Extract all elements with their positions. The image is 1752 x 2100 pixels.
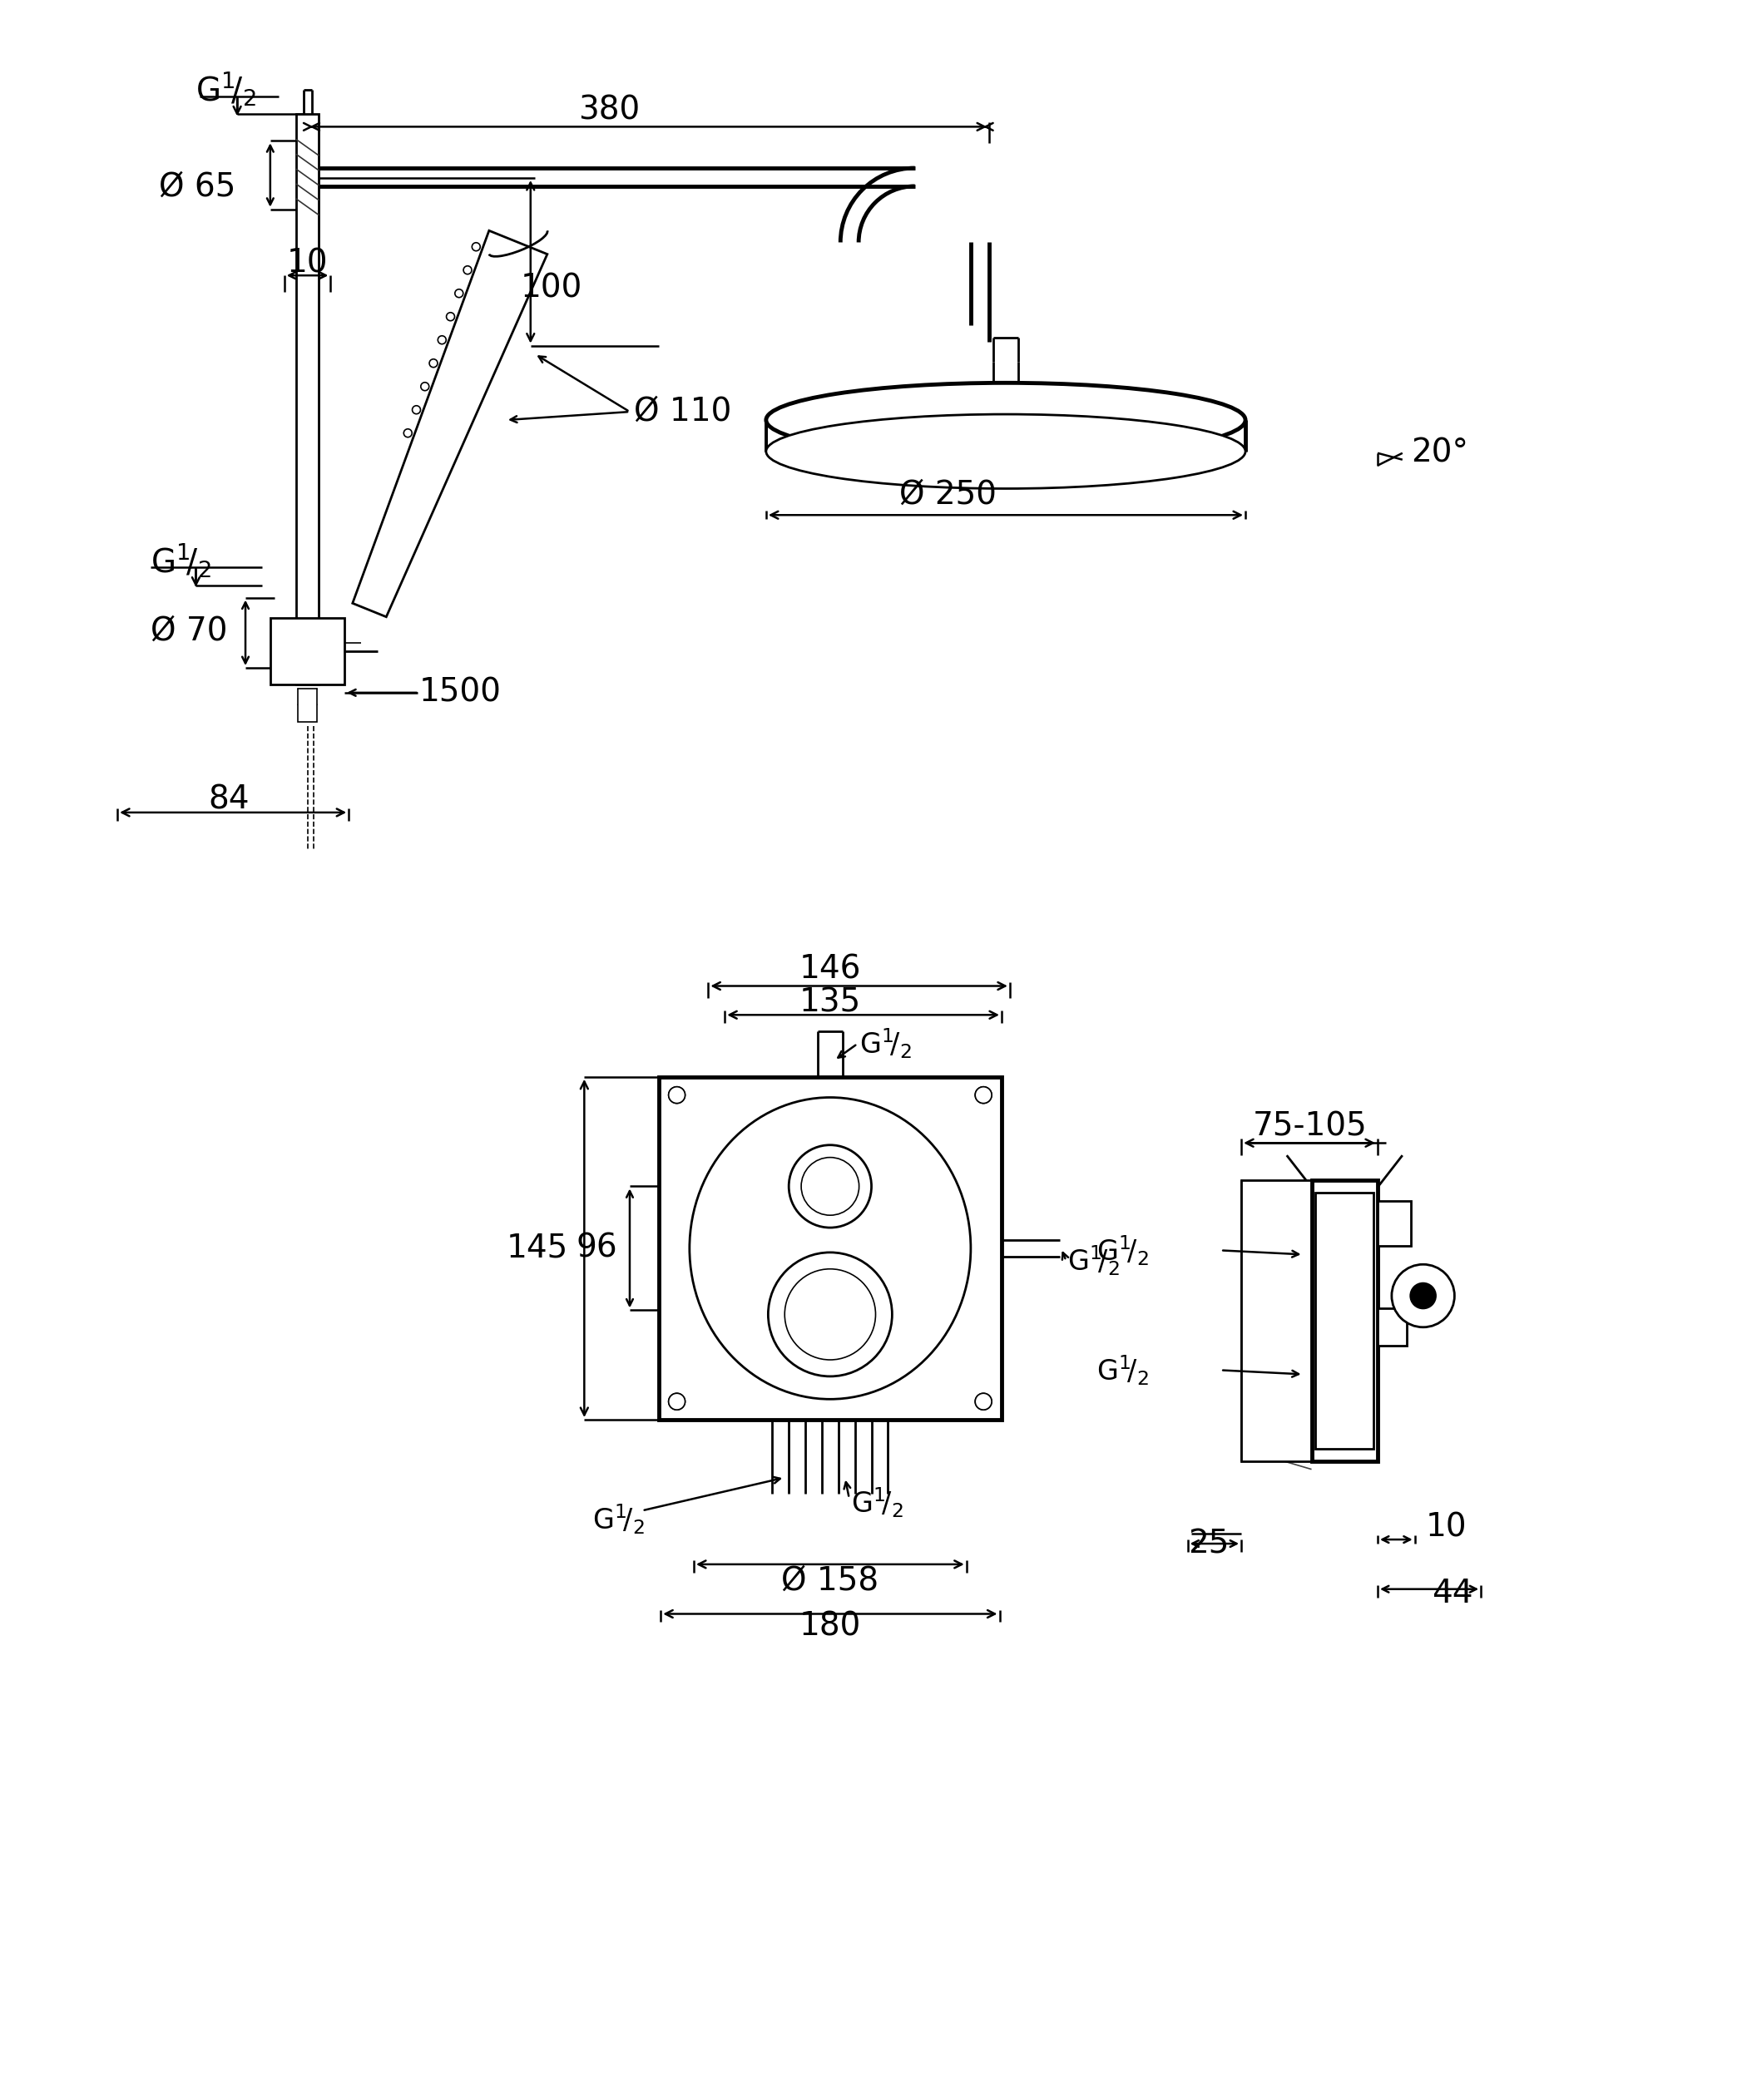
Circle shape bbox=[767, 1252, 892, 1376]
Text: G$^{1}\!/_{2}$: G$^{1}\!/_{2}$ bbox=[196, 71, 256, 109]
Bar bbox=[659, 1077, 1002, 1420]
Circle shape bbox=[976, 1088, 992, 1102]
Circle shape bbox=[669, 1392, 685, 1409]
Text: 25: 25 bbox=[1188, 1529, 1228, 1560]
Text: 180: 180 bbox=[799, 1611, 860, 1642]
Circle shape bbox=[976, 1392, 992, 1409]
Circle shape bbox=[1391, 1264, 1454, 1327]
Text: 75-105: 75-105 bbox=[1253, 1111, 1367, 1142]
Text: Ø 110: Ø 110 bbox=[634, 397, 732, 428]
Text: G$^{1}\!/_{2}$: G$^{1}\!/_{2}$ bbox=[1097, 1233, 1149, 1266]
Circle shape bbox=[788, 1144, 871, 1228]
Circle shape bbox=[456, 290, 463, 298]
Circle shape bbox=[438, 336, 447, 344]
Circle shape bbox=[1410, 1283, 1435, 1308]
Text: G$^{1}\!/_{2}$: G$^{1}\!/_{2}$ bbox=[1097, 1352, 1149, 1386]
Text: 10: 10 bbox=[1426, 1512, 1466, 1544]
Bar bbox=[1312, 1180, 1377, 1462]
Text: 146: 146 bbox=[799, 953, 862, 985]
Text: 20°: 20° bbox=[1410, 437, 1468, 468]
Text: 100: 100 bbox=[520, 273, 582, 304]
Circle shape bbox=[669, 1392, 685, 1409]
Text: G$^{1}\!/_{2}$: G$^{1}\!/_{2}$ bbox=[592, 1502, 645, 1535]
Bar bbox=[296, 113, 319, 685]
Circle shape bbox=[412, 405, 420, 414]
Bar bbox=[1240, 1180, 1312, 1462]
Circle shape bbox=[976, 1088, 992, 1102]
Text: 135: 135 bbox=[799, 987, 860, 1018]
Ellipse shape bbox=[766, 414, 1246, 489]
Circle shape bbox=[464, 267, 471, 275]
Circle shape bbox=[447, 313, 454, 321]
Text: G$^{1}\!/_{2}$: G$^{1}\!/_{2}$ bbox=[1067, 1243, 1120, 1277]
Text: G$^{1}\!/_{2}$: G$^{1}\!/_{2}$ bbox=[858, 1027, 911, 1060]
Text: 145: 145 bbox=[506, 1233, 568, 1264]
Bar bbox=[1377, 1308, 1407, 1346]
Text: Ø 250: Ø 250 bbox=[899, 479, 997, 510]
Circle shape bbox=[403, 428, 412, 437]
Circle shape bbox=[669, 1088, 685, 1102]
Circle shape bbox=[420, 382, 429, 391]
Circle shape bbox=[429, 359, 438, 368]
Text: 44: 44 bbox=[1431, 1577, 1472, 1609]
Bar bbox=[1316, 1193, 1374, 1449]
Text: 1500: 1500 bbox=[419, 676, 501, 708]
Bar bbox=[270, 617, 345, 685]
Text: Ø 65: Ø 65 bbox=[159, 172, 235, 204]
Text: G$^{1}\!/_{2}$: G$^{1}\!/_{2}$ bbox=[851, 1485, 902, 1518]
Text: 380: 380 bbox=[578, 94, 639, 126]
Circle shape bbox=[785, 1268, 876, 1361]
Circle shape bbox=[801, 1157, 858, 1216]
Text: 10: 10 bbox=[287, 248, 328, 279]
Circle shape bbox=[976, 1392, 992, 1409]
Polygon shape bbox=[352, 231, 547, 617]
Bar bbox=[298, 689, 317, 722]
Text: 84: 84 bbox=[208, 783, 249, 817]
Bar bbox=[1377, 1201, 1410, 1245]
Ellipse shape bbox=[690, 1098, 971, 1399]
Bar bbox=[767, 420, 1244, 452]
Ellipse shape bbox=[766, 382, 1246, 458]
Circle shape bbox=[669, 1088, 685, 1102]
Text: Ø 70: Ø 70 bbox=[151, 615, 228, 647]
Text: Ø 158: Ø 158 bbox=[781, 1564, 880, 1596]
Circle shape bbox=[471, 244, 480, 250]
Text: G$^{1}\!/_{2}$: G$^{1}\!/_{2}$ bbox=[151, 542, 210, 580]
Text: 96: 96 bbox=[576, 1233, 617, 1264]
